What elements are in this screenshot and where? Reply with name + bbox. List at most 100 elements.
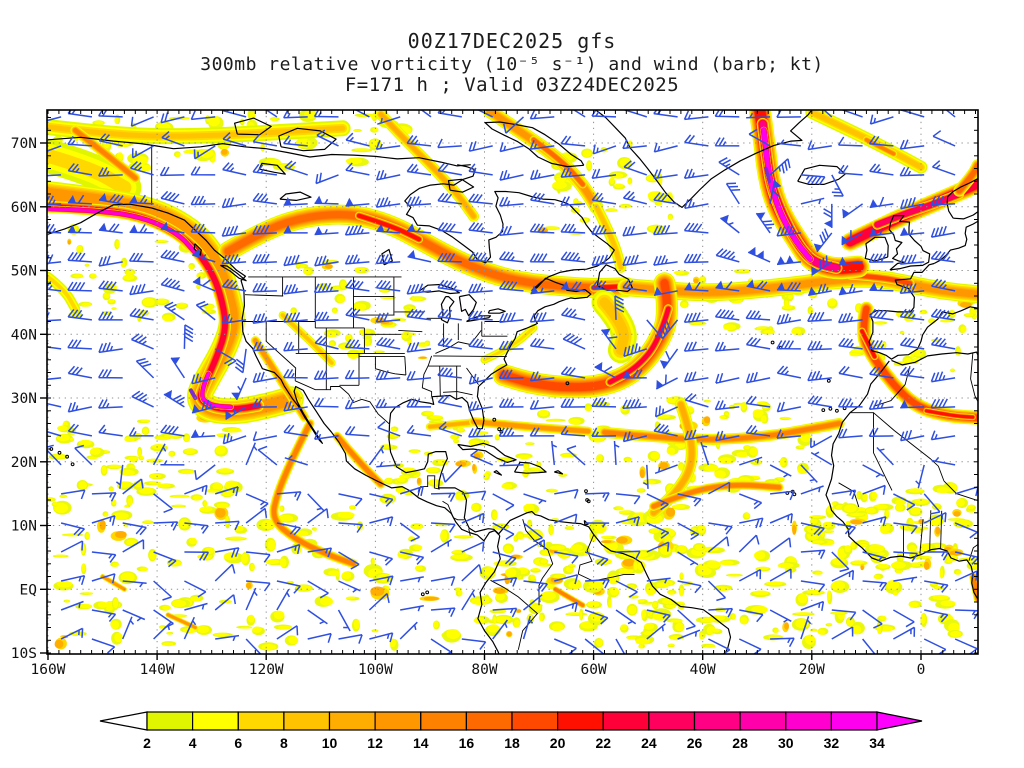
wind-barb [98, 311, 123, 321]
wind-barb [221, 225, 247, 237]
wind-barb [930, 195, 956, 206]
wind-barb [461, 589, 476, 611]
wind-barb [215, 547, 240, 558]
vorticity-speckle [124, 505, 129, 508]
vorticity-speckle [877, 552, 885, 556]
vorticity-speckle [723, 324, 736, 331]
wind-barb [807, 140, 832, 151]
wind-barb [437, 162, 462, 176]
wind-barb [468, 427, 493, 438]
vorticity-speckle [719, 457, 733, 465]
vorticity-speckle [616, 506, 624, 510]
vorticity-speckle [643, 631, 654, 636]
vorticity-speckle [669, 643, 675, 647]
vorticity-speckle [753, 590, 769, 596]
wind-barb [375, 197, 401, 208]
wind-barb [622, 431, 647, 443]
vorticity-speckle [913, 348, 923, 357]
vorticity-speckle [673, 270, 685, 275]
wind-barb [893, 551, 919, 562]
wind-barb [98, 280, 123, 292]
wind-barb [245, 507, 268, 524]
vorticity-speckle [427, 467, 439, 473]
wind-barb [677, 580, 702, 594]
wind-barb [499, 169, 524, 181]
border-path [433, 355, 507, 358]
vorticity-band [591, 284, 623, 290]
wind-barb [221, 313, 247, 325]
wind-barb [529, 223, 555, 234]
vorticity-speckle [740, 617, 748, 625]
wind-barb [468, 338, 493, 350]
wind-barb [622, 225, 647, 237]
wind-barb [91, 573, 116, 584]
vorticity-speckle [168, 451, 174, 457]
wind-barb [316, 129, 339, 147]
vorticity-speckle [551, 623, 564, 631]
wind-barb [738, 534, 760, 553]
wind-barb [400, 576, 424, 583]
vorticity-speckle [568, 581, 582, 590]
wind-barb [560, 135, 586, 147]
coastline-path [477, 535, 501, 654]
barb-pennant [129, 195, 138, 203]
vorticity-band [553, 587, 585, 607]
vorticity-speckle [120, 469, 135, 476]
wind-barb [715, 281, 740, 292]
wind-barb [430, 638, 452, 654]
vorticity-speckle [218, 468, 232, 473]
wind-barb [945, 110, 956, 118]
wind-barb [708, 638, 731, 654]
wind-barb [252, 371, 278, 384]
barb-pennant [842, 208, 850, 218]
wind-barb [252, 431, 278, 442]
wind-barb [437, 308, 462, 321]
wind-barb [252, 224, 277, 235]
vorticity-speckle [644, 622, 655, 630]
wind-barb [499, 460, 524, 467]
vorticity-speckle [452, 550, 463, 554]
vorticity-speckle [831, 612, 846, 615]
wind-barb [655, 374, 678, 390]
border-path [421, 355, 433, 397]
wind-barb [377, 421, 401, 437]
wind-barb [684, 371, 709, 383]
vorticity-speckle [795, 612, 812, 615]
vorticity-speckle [181, 470, 194, 475]
vorticity-band [602, 421, 842, 442]
wind-barb [868, 399, 894, 410]
wind-barb [67, 194, 92, 205]
wind-barb [344, 338, 370, 350]
barb-pennant [746, 279, 755, 288]
vorticity-speckle [659, 462, 668, 470]
wind-barb [406, 370, 432, 381]
coastline-path [594, 110, 813, 208]
wind-barb [529, 399, 555, 410]
vorticity-speckle [857, 494, 861, 497]
vorticity-speckle [679, 587, 684, 597]
wind-barb [345, 162, 370, 176]
border-path [417, 475, 440, 497]
barb-pennant [786, 255, 794, 264]
wind-barb [530, 192, 555, 205]
vorticity-speckle [656, 202, 662, 206]
wind-barb [868, 427, 894, 437]
vorticity-speckle [120, 572, 135, 582]
wind-barb [437, 222, 462, 234]
wind-barb [893, 609, 915, 628]
wind-barb [560, 196, 586, 206]
wind-barb [344, 254, 370, 265]
coastline-path [47, 136, 174, 150]
vorticity-speckle [891, 561, 906, 569]
vorticity-speckle [700, 617, 716, 623]
vorticity-speckle [155, 240, 166, 243]
wind-barb [842, 203, 864, 219]
wind-barb [153, 493, 173, 513]
barb-pennant [659, 360, 669, 369]
vorticity-band [47, 274, 78, 311]
wind-barb [715, 430, 740, 442]
wind-barb [683, 168, 709, 179]
colorbar-segment [465, 711, 513, 731]
barb-pennant [314, 226, 323, 235]
